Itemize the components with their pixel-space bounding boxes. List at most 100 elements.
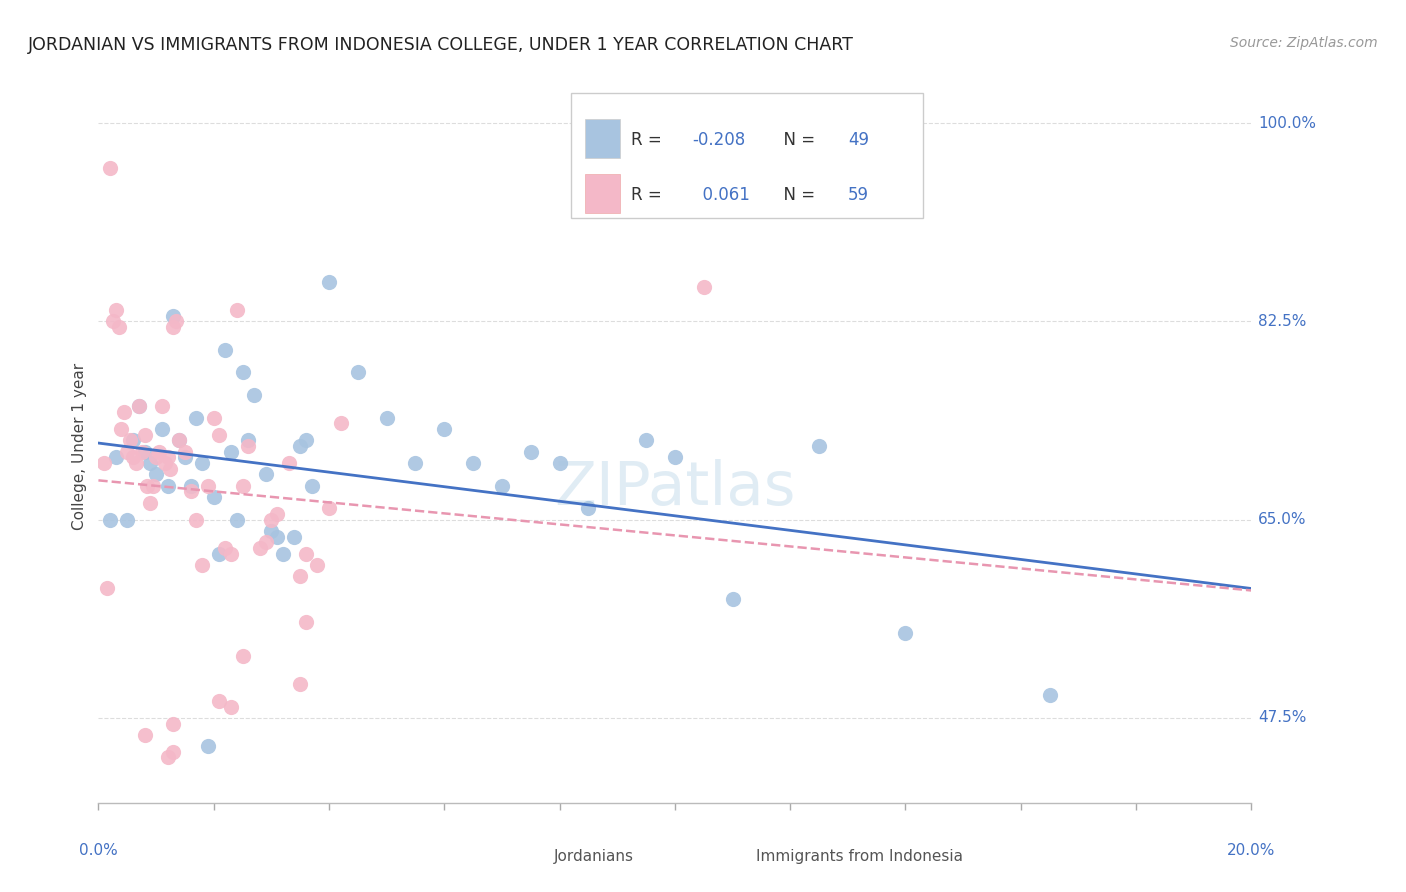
Point — [231, 648, 254, 663]
Point — [197, 739, 219, 754]
Point — [693, 280, 716, 294]
Point — [139, 495, 162, 509]
FancyBboxPatch shape — [716, 844, 748, 872]
Point — [295, 615, 318, 629]
Point — [375, 410, 398, 425]
Point — [134, 427, 156, 442]
Text: Source: ZipAtlas.com: Source: ZipAtlas.com — [1230, 36, 1378, 50]
Point — [96, 581, 118, 595]
Point — [461, 456, 484, 470]
Point — [249, 541, 271, 555]
Point — [101, 314, 124, 328]
Point — [277, 456, 299, 470]
Point — [167, 434, 190, 448]
Text: R =: R = — [631, 186, 666, 204]
Point — [231, 478, 254, 492]
Point — [295, 547, 318, 561]
Point — [162, 320, 184, 334]
Point — [295, 434, 318, 448]
Point — [174, 450, 197, 465]
Point — [145, 450, 167, 465]
Point — [433, 422, 456, 436]
Point — [721, 591, 744, 606]
Point — [162, 745, 184, 759]
Point — [134, 444, 156, 458]
Point — [117, 444, 138, 458]
Text: ZIPatlas: ZIPatlas — [554, 459, 796, 518]
Point — [122, 450, 145, 465]
Point — [110, 422, 132, 436]
Point — [260, 513, 283, 527]
Point — [491, 478, 513, 492]
Point — [186, 410, 208, 425]
Text: 100.0%: 100.0% — [1258, 116, 1316, 131]
Point — [93, 456, 115, 470]
Point — [159, 461, 181, 475]
Point — [225, 303, 247, 318]
Text: 82.5%: 82.5% — [1258, 314, 1306, 329]
Point — [98, 513, 121, 527]
Point — [1038, 688, 1062, 702]
Point — [266, 507, 288, 521]
Point — [156, 750, 179, 764]
Point — [405, 456, 427, 470]
Point — [238, 434, 260, 448]
Point — [180, 484, 202, 499]
Text: 20.0%: 20.0% — [1227, 843, 1275, 858]
Y-axis label: College, Under 1 year: College, Under 1 year — [72, 362, 87, 530]
Point — [346, 365, 368, 379]
Point — [139, 456, 162, 470]
FancyBboxPatch shape — [585, 174, 620, 213]
Point — [156, 450, 179, 465]
Point — [186, 513, 208, 527]
Point — [162, 716, 184, 731]
Point — [664, 450, 686, 465]
Point — [202, 490, 225, 504]
Point — [290, 439, 312, 453]
Point — [142, 478, 165, 492]
Point — [208, 427, 231, 442]
Point — [165, 314, 187, 328]
Text: -0.208: -0.208 — [692, 131, 745, 149]
Point — [197, 478, 219, 492]
Point — [150, 400, 173, 414]
Point — [145, 467, 167, 482]
Point — [254, 535, 277, 549]
Point — [290, 569, 312, 583]
Text: 59: 59 — [848, 186, 869, 204]
Point — [104, 303, 127, 318]
Text: JORDANIAN VS IMMIGRANTS FROM INDONESIA COLLEGE, UNDER 1 YEAR CORRELATION CHART: JORDANIAN VS IMMIGRANTS FROM INDONESIA C… — [28, 36, 853, 54]
Point — [174, 444, 197, 458]
Point — [191, 558, 214, 572]
Point — [520, 444, 543, 458]
Text: N =: N = — [773, 131, 820, 149]
Point — [214, 541, 236, 555]
Point — [271, 547, 294, 561]
FancyBboxPatch shape — [513, 844, 546, 872]
Point — [162, 309, 184, 323]
Point — [107, 320, 129, 334]
Text: R =: R = — [631, 131, 666, 149]
Point — [266, 530, 288, 544]
Point — [112, 405, 135, 419]
Point — [301, 478, 323, 492]
Point — [156, 478, 179, 492]
Point — [548, 456, 571, 470]
Point — [167, 434, 190, 448]
Point — [153, 456, 176, 470]
Point — [136, 478, 159, 492]
Point — [219, 444, 242, 458]
Point — [214, 343, 236, 357]
Point — [231, 365, 254, 379]
Point — [122, 434, 145, 448]
Point — [150, 422, 173, 436]
Point — [329, 417, 352, 431]
Point — [180, 478, 202, 492]
Point — [225, 513, 247, 527]
Text: 0.0%: 0.0% — [79, 843, 118, 858]
Point — [254, 467, 277, 482]
Point — [117, 513, 138, 527]
FancyBboxPatch shape — [585, 119, 620, 158]
Text: 47.5%: 47.5% — [1258, 710, 1306, 725]
Point — [290, 677, 312, 691]
